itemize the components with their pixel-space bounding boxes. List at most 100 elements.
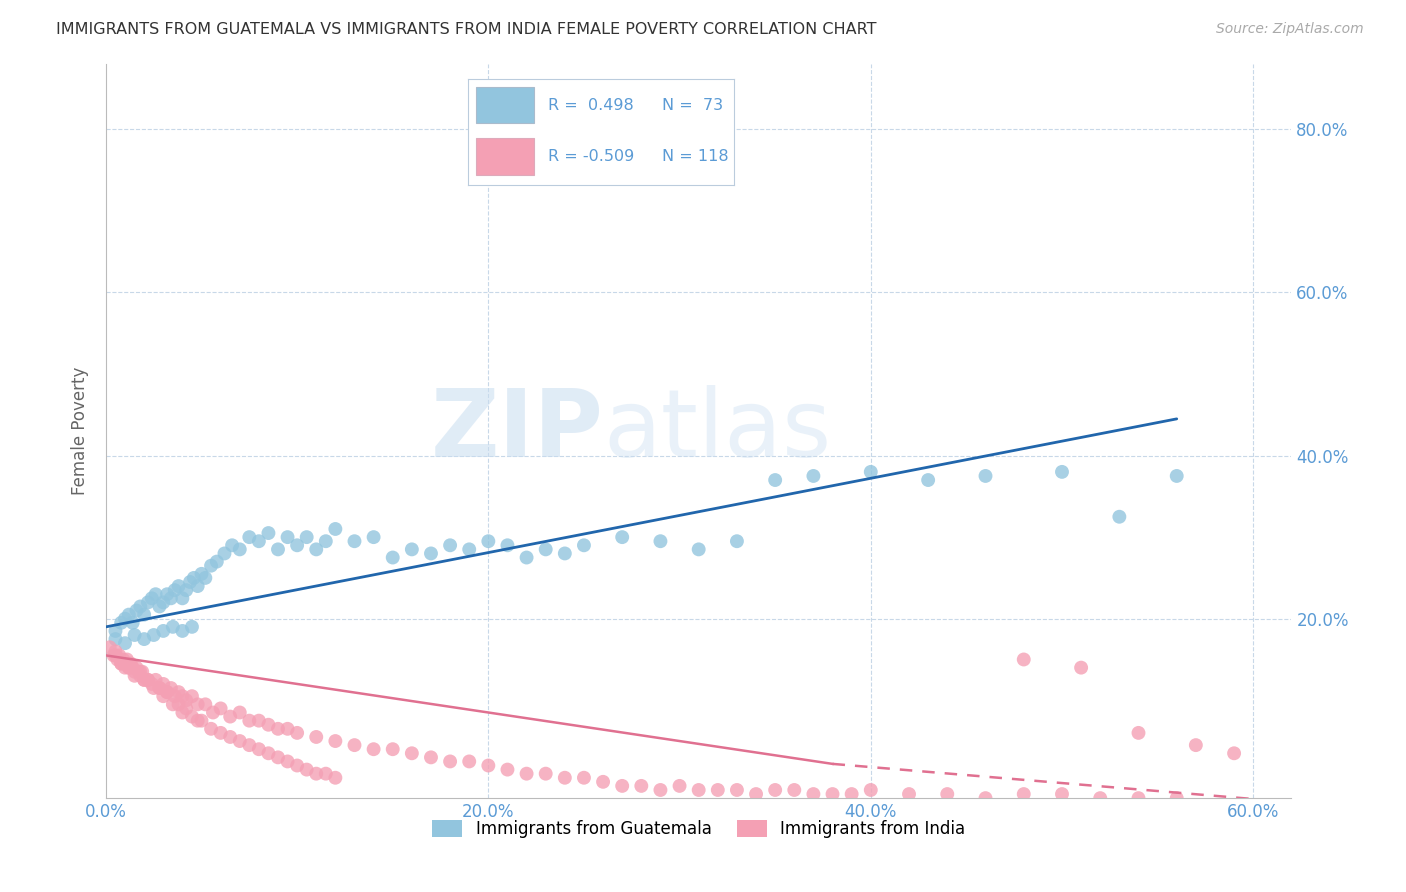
Point [898,787,921,801]
Point [630,779,652,793]
Point [534,542,557,557]
Point [187,714,209,728]
Point [650,534,672,549]
Point [114,657,136,671]
Point [145,587,167,601]
Point [277,722,299,736]
Point [129,599,152,614]
Point [612,530,634,544]
Point [821,787,844,801]
Point [167,579,190,593]
Point [200,558,222,573]
Point [125,603,148,617]
Point [381,550,404,565]
Point [1108,509,1130,524]
Point [152,595,174,609]
Point [110,657,132,671]
Point [343,738,366,752]
Point [305,542,328,557]
Point [131,665,153,679]
Point [420,546,443,560]
Point [183,571,205,585]
Point [343,534,366,549]
Point [112,652,135,666]
Point [125,660,148,674]
Point [136,673,159,687]
Point [650,783,672,797]
Point [859,465,882,479]
Point [803,469,825,483]
Point [257,526,280,541]
Point [668,779,690,793]
Point [172,689,194,703]
Point [401,542,423,557]
Y-axis label: Female Poverty: Female Poverty [72,367,89,495]
Point [439,755,461,769]
Point [156,685,179,699]
Point [134,673,156,687]
Point [103,648,125,663]
Point [305,766,328,780]
Point [238,738,260,752]
Point [458,755,481,769]
Point [118,607,141,622]
Point [219,730,242,744]
Point [1012,787,1035,801]
Point [1128,726,1150,740]
Point [172,706,194,720]
Point [201,706,224,720]
Point [219,709,242,723]
Point [277,755,299,769]
Point [325,522,347,536]
Point [257,717,280,731]
Point [859,783,882,797]
Point [110,657,132,671]
Point [745,787,768,801]
Point [209,726,232,740]
Point [936,787,959,801]
Point [104,648,127,663]
Text: atlas: atlas [603,385,832,477]
Point [315,534,337,549]
Point [167,685,190,699]
Point [179,574,201,589]
Point [152,689,174,703]
Point [162,698,184,712]
Point [156,587,179,601]
Point [134,673,156,687]
Point [554,546,576,560]
Text: ZIP: ZIP [432,385,603,477]
Point [124,665,146,679]
Point [194,698,217,712]
Legend: Immigrants from Guatemala, Immigrants from India: Immigrants from Guatemala, Immigrants fr… [426,814,972,845]
Point [267,750,290,764]
Point [516,766,538,780]
Point [174,583,197,598]
Point [229,542,252,557]
Point [134,607,156,622]
Point [148,681,170,695]
Point [1185,738,1208,752]
Point [142,681,165,695]
Point [110,615,132,630]
Point [129,669,152,683]
Point [1070,660,1092,674]
Point [612,779,634,793]
Point [163,689,186,703]
Point [118,660,141,674]
Point [496,538,519,552]
Point [257,746,280,760]
Point [592,774,614,789]
Point [238,530,260,544]
Point [136,673,159,687]
Point [516,550,538,565]
Point [267,722,290,736]
Point [247,714,270,728]
Point [104,624,127,638]
Point [477,534,499,549]
Point [439,538,461,552]
Point [108,648,131,663]
Point [115,652,138,666]
Point [401,746,423,760]
Point [156,685,179,699]
